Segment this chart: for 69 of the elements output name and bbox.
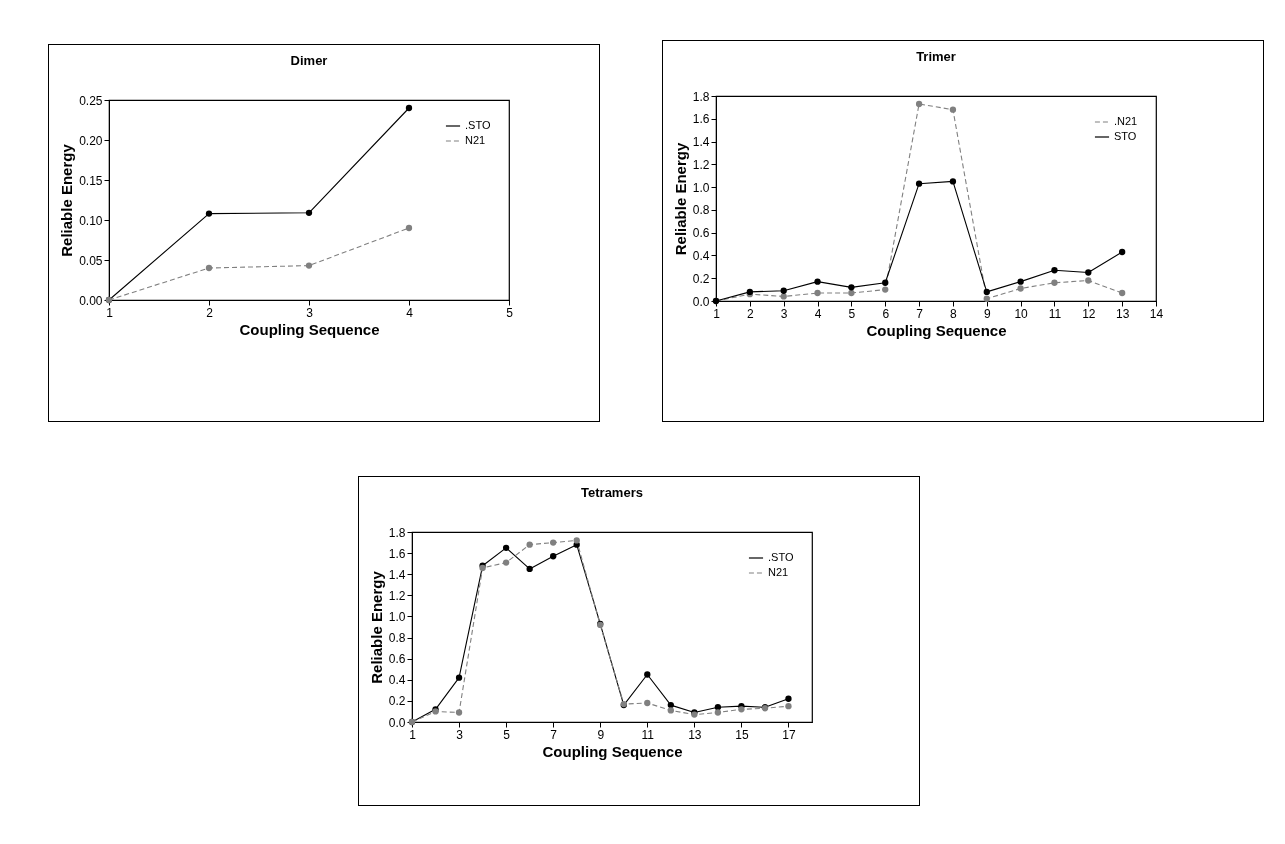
- y-tick-label: 1.2: [388, 588, 406, 603]
- legend-label: N21: [465, 134, 486, 146]
- x-tick-label: 1: [106, 305, 114, 320]
- y-tick-label: 0.6: [388, 652, 406, 667]
- y-tick-label: 0.15: [79, 173, 103, 188]
- x-tick-label: 10: [1014, 306, 1029, 321]
- x-tick-label: 6: [882, 306, 890, 321]
- y-axis-title: Reliable Energy: [367, 570, 385, 684]
- x-tick-label: 2: [747, 306, 754, 321]
- legend-label: .STO: [465, 119, 491, 131]
- x-tick-label: 13: [1115, 306, 1130, 321]
- y-tick-label: 1.6: [388, 546, 406, 561]
- x-tick-label: 5: [848, 306, 856, 321]
- y-tick-label: 0.0: [692, 294, 710, 309]
- y-tick-label: 1.2: [692, 157, 710, 172]
- legend-label: N21: [768, 566, 789, 578]
- y-axis-title: Reliable Energy: [58, 143, 76, 257]
- x-tick-label: 17: [782, 727, 796, 742]
- y-tick-label: 0.4: [388, 673, 406, 688]
- x-tick-label: 4: [814, 306, 822, 321]
- y-tick-label: 1.6: [692, 112, 710, 127]
- x-tick-label: 9: [983, 306, 991, 321]
- x-axis-title: Coupling Sequence: [866, 321, 1007, 339]
- x-tick-label: 15: [735, 727, 749, 742]
- x-tick-label: 11: [1048, 306, 1062, 321]
- x-tick-label: 7: [550, 727, 558, 742]
- y-tick-label: 1.0: [692, 180, 710, 195]
- legend-label: .N21: [1114, 115, 1138, 127]
- legend-label: .STO: [768, 551, 794, 563]
- y-tick-label: 0.2: [692, 271, 710, 286]
- y-axis-title: Reliable Energy: [671, 142, 689, 256]
- y-tick-label: 0.00: [79, 293, 103, 308]
- x-tick-label: 9: [597, 727, 605, 742]
- y-tick-label: 1.4: [388, 567, 406, 582]
- x-tick-label: 8: [950, 306, 958, 321]
- x-tick-label: 11: [641, 727, 655, 742]
- y-tick-label: 1.0: [388, 609, 406, 624]
- y-tick-label: 0.20: [79, 133, 103, 148]
- x-axis-title: Coupling Sequence: [239, 320, 380, 338]
- x-tick-label: 2: [206, 305, 214, 320]
- y-tick-label: 0.2: [388, 694, 406, 709]
- y-tick-label: 1.8: [692, 89, 710, 104]
- x-tick-label: 3: [780, 306, 788, 321]
- y-tick-label: 0.4: [692, 248, 710, 263]
- legend-label: STO: [1114, 130, 1137, 142]
- x-tick-label: 1: [713, 306, 721, 321]
- y-tick-label: 0.6: [692, 226, 710, 241]
- y-tick-label: 0.05: [79, 253, 103, 268]
- y-tick-label: 1.8: [388, 525, 406, 540]
- x-tick-label: 13: [688, 727, 702, 742]
- y-tick-label: 0.25: [79, 93, 103, 108]
- y-tick-label: 0.10: [79, 213, 103, 228]
- x-tick-label: 3: [456, 727, 464, 742]
- x-tick-label: 1: [409, 727, 417, 742]
- chart-title: Dimer: [290, 53, 328, 68]
- x-tick-label: 12: [1082, 306, 1096, 321]
- x-tick-label: 14: [1149, 306, 1164, 321]
- y-tick-label: 0.8: [388, 631, 406, 646]
- x-tick-label: 3: [306, 305, 314, 320]
- x-axis-title: Coupling Sequence: [542, 742, 683, 760]
- chart-title: Tetramers: [581, 485, 643, 500]
- x-tick-label: 7: [916, 306, 924, 321]
- y-tick-label: 0.0: [388, 715, 406, 730]
- y-tick-label: 0.8: [692, 203, 710, 218]
- x-tick-label: 4: [406, 305, 414, 320]
- y-tick-label: 1.4: [692, 135, 710, 150]
- x-tick-label: 5: [506, 305, 514, 320]
- chart-title: Trimer: [916, 49, 956, 64]
- x-tick-label: 5: [503, 727, 511, 742]
